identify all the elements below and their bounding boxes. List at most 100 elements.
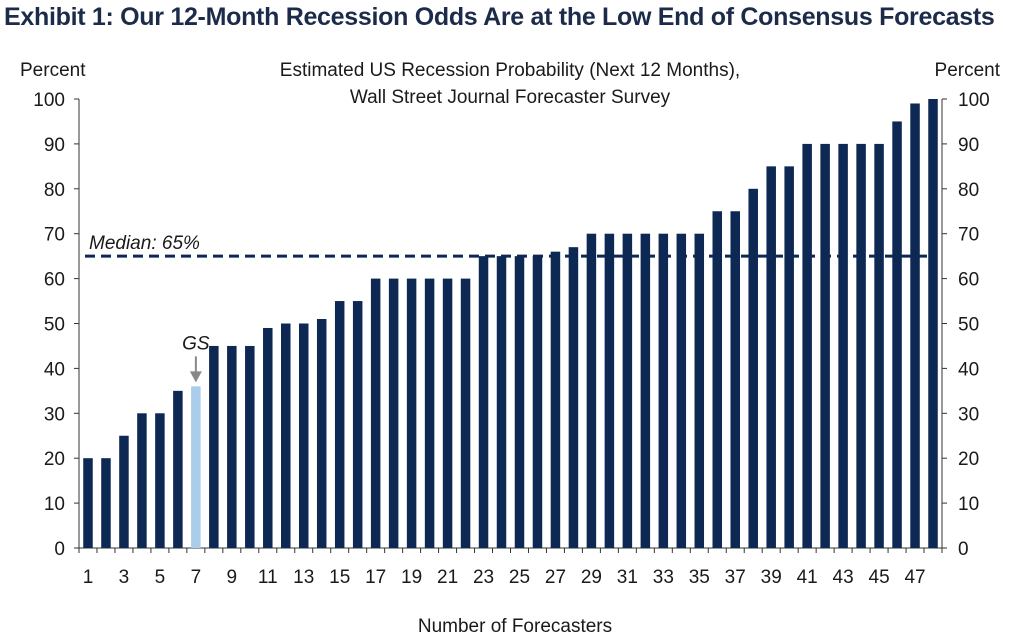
x-tick-label: 27 [545,567,566,588]
bar [568,247,579,549]
bar [334,301,345,548]
bar [550,251,561,548]
y-axis-label-right: Percent [935,60,1001,81]
y-tick-label-left: 30 [44,404,65,425]
y-tick-label-left: 60 [44,270,65,291]
plot-area: 0 0 10 10 20 20 30 30 40 40 50 50 60 60 70 70 80 80 90 90 10… [33,90,989,588]
bar [820,143,830,548]
x-tick-label: 11 [258,567,278,588]
y-tick-label-left: 20 [44,449,65,470]
bar [514,256,525,548]
y-tick-label-left: 10 [44,494,65,515]
y-tick-label-left: 0 [54,539,65,560]
bar [532,256,543,548]
x-tick-label: 23 [473,567,494,588]
bar [694,233,705,548]
bar [784,166,794,548]
bar [173,390,183,548]
y-tick-label-left: 100 [33,90,65,111]
x-tick-label: 43 [833,567,854,588]
bar [460,278,471,548]
bar [622,233,633,548]
x-tick-label: 31 [617,567,638,588]
x-tick-label: 35 [689,567,710,588]
gs-arrow-head [189,371,202,383]
x-tick-label: 39 [761,567,782,588]
bar [712,211,723,548]
bar [227,345,237,548]
bar [406,278,417,548]
bar [316,319,327,548]
chart-title-line-2: Wall Street Journal Forecaster Survey [350,87,671,108]
bar [352,301,363,548]
exhibit-title: Exhibit 1: Our 12-Month Recession Odds A… [4,3,995,31]
x-tick-label: 5 [155,567,166,588]
x-tick-label: 9 [227,567,238,588]
x-tick-label: 3 [119,567,130,588]
bar [370,278,381,548]
bar [604,233,615,548]
y-tick-label-right: 40 [958,359,979,380]
bar [496,256,507,548]
bar [424,278,435,548]
y-tick-label-right: 100 [958,90,990,111]
median-label: Median: 65% [89,233,200,254]
bar [640,233,651,548]
x-tick-label: 7 [191,567,202,588]
bar [298,323,309,548]
bar [83,458,93,548]
bar [748,188,758,549]
bar [802,143,812,548]
gs-annotation-label: GS [182,333,210,354]
y-tick-label-right: 30 [958,404,979,425]
y-tick-label-left: 80 [44,180,65,201]
x-tick-label: 15 [329,567,350,588]
bar [442,278,453,548]
y-axis-label-left: Percent [20,60,86,81]
bar [856,143,866,548]
y-tick-label-right: 90 [958,135,979,156]
bar [281,323,291,548]
y-tick-label-left: 70 [44,225,65,246]
x-tick-label: 47 [904,567,925,588]
y-tick-label-right: 80 [958,180,979,201]
bar [928,99,938,548]
x-tick-label: 25 [509,567,530,588]
bar [874,143,884,548]
bar [676,233,687,548]
y-tick-label-right: 10 [958,494,979,515]
y-tick-label-left: 90 [44,135,65,156]
x-tick-label: 13 [293,567,314,588]
bar [766,166,776,548]
x-tick-label: 37 [725,567,746,588]
bar [730,211,740,548]
x-tick-label: 45 [869,567,890,588]
y-tick-label-left: 40 [44,359,65,380]
bar [838,143,848,548]
y-tick-label-right: 20 [958,449,979,470]
x-tick-label: 17 [365,567,386,588]
x-tick-label: 19 [401,567,422,588]
bar [388,278,399,548]
bar [137,413,147,548]
bar [101,458,111,548]
bar [658,233,669,548]
x-axis-label: Number of Forecasters [418,616,612,637]
bar [155,413,165,548]
y-tick-label-right: 70 [958,225,979,246]
chart-title-line-1: Estimated US Recession Probability (Next… [280,60,740,81]
x-tick-label: 1 [83,567,94,588]
y-tick-label-right: 60 [958,270,979,291]
bar [209,345,219,548]
bar [119,435,129,548]
bar [245,345,255,548]
bar [892,121,902,548]
bar [586,233,597,548]
bar [263,327,273,548]
bar [910,103,920,549]
y-tick-label-left: 50 [44,315,65,336]
y-tick-label-right: 0 [958,539,969,560]
bar-gs-highlight [191,386,201,548]
y-tick-label-right: 50 [958,315,979,336]
